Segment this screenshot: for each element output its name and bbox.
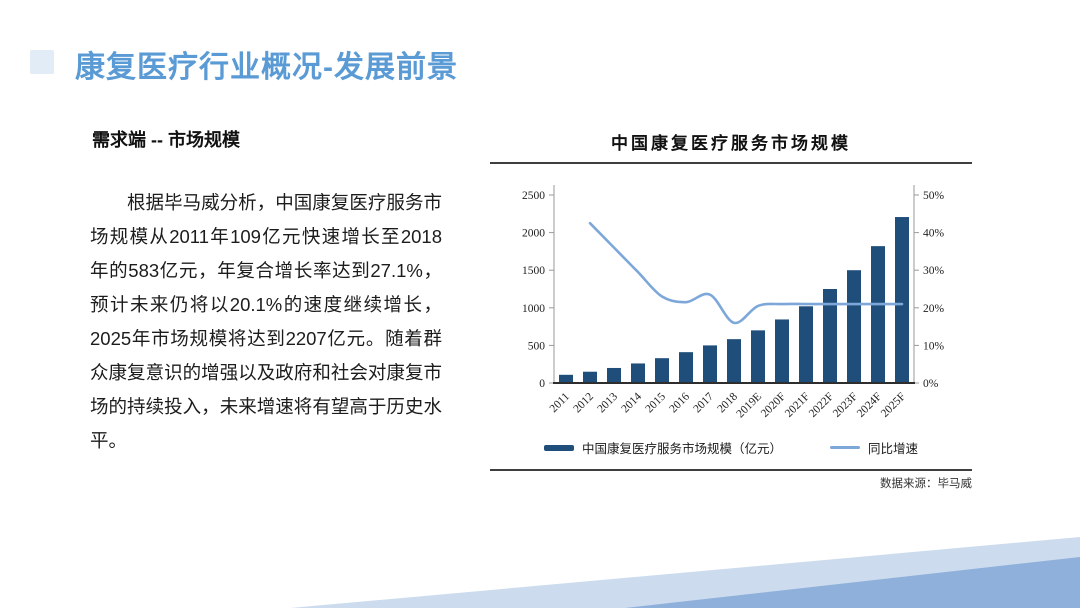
bar-series-label: 中国康复医疗服务市场规模（亿元） (581, 442, 782, 456)
chart-legend: 中国康复医疗服务市场规模（亿元） 同比增速 (490, 438, 972, 457)
svg-text:2016: 2016 (667, 390, 692, 415)
bar-series-swatch (543, 444, 574, 451)
chart-title: 中国康复医疗服务市场规模 (611, 134, 851, 153)
bottom-wedge-medium (625, 557, 1080, 608)
bottom-decoration (290, 537, 1080, 608)
svg-text:2017: 2017 (691, 390, 716, 415)
line-series-swatch (830, 446, 860, 449)
legend-item-line: 同比增速 (830, 438, 918, 457)
legend-item-bars: 中国康复医疗服务市场规模（亿元） (543, 438, 782, 457)
body-paragraph: 根据毕马威分析，中国康复医疗服务市场规模从2011年109亿元快速增长至2018… (90, 192, 442, 451)
slide-title: 康复医疗行业概况-发展前景 (75, 51, 458, 84)
chart-panel: 中国康复医疗服务市场规模 0 0% 500 10% 1000 20% 1500 30% 2000… (490, 124, 972, 491)
market-size-plot: 0 0% 500 10% 1000 20% 1500 30% 2000 40% 2500 50% 201… (522, 185, 945, 421)
svg-text:2012: 2012 (571, 390, 596, 415)
svg-text:2022F: 2022F (807, 391, 836, 420)
svg-text:2023F: 2023F (831, 391, 860, 420)
svg-text:1500: 1500 (522, 265, 545, 277)
svg-text:0: 0 (539, 378, 545, 390)
svg-text:2015: 2015 (643, 390, 668, 415)
svg-text:2000: 2000 (522, 228, 545, 240)
svg-text:2025F: 2025F (879, 391, 908, 420)
chart-top-rule (490, 162, 972, 164)
svg-text:2019E: 2019E (734, 391, 764, 421)
svg-text:40%: 40% (923, 228, 945, 240)
svg-text:2500: 2500 (522, 190, 545, 202)
svg-text:20%: 20% (923, 303, 945, 315)
svg-text:0%: 0% (923, 378, 939, 390)
svg-text:2011: 2011 (548, 390, 573, 415)
svg-text:2024F: 2024F (855, 391, 884, 420)
chart-bottom-rule (490, 469, 972, 471)
svg-text:2020F: 2020F (759, 391, 788, 420)
svg-text:30%: 30% (923, 265, 945, 277)
section-heading: 需求端 -- 市场规模 (92, 130, 240, 150)
line-series-label: 同比增速 (868, 442, 919, 456)
data-source-note: 数据来源：毕马威 (880, 478, 972, 490)
svg-text:1000: 1000 (522, 303, 545, 315)
svg-text:2021F: 2021F (783, 391, 812, 420)
svg-text:500: 500 (528, 340, 546, 352)
title-accent-square (30, 50, 54, 74)
svg-text:50%: 50% (923, 190, 945, 202)
svg-text:2014: 2014 (619, 390, 644, 415)
svg-text:2013: 2013 (595, 390, 620, 415)
svg-text:10%: 10% (923, 340, 945, 352)
